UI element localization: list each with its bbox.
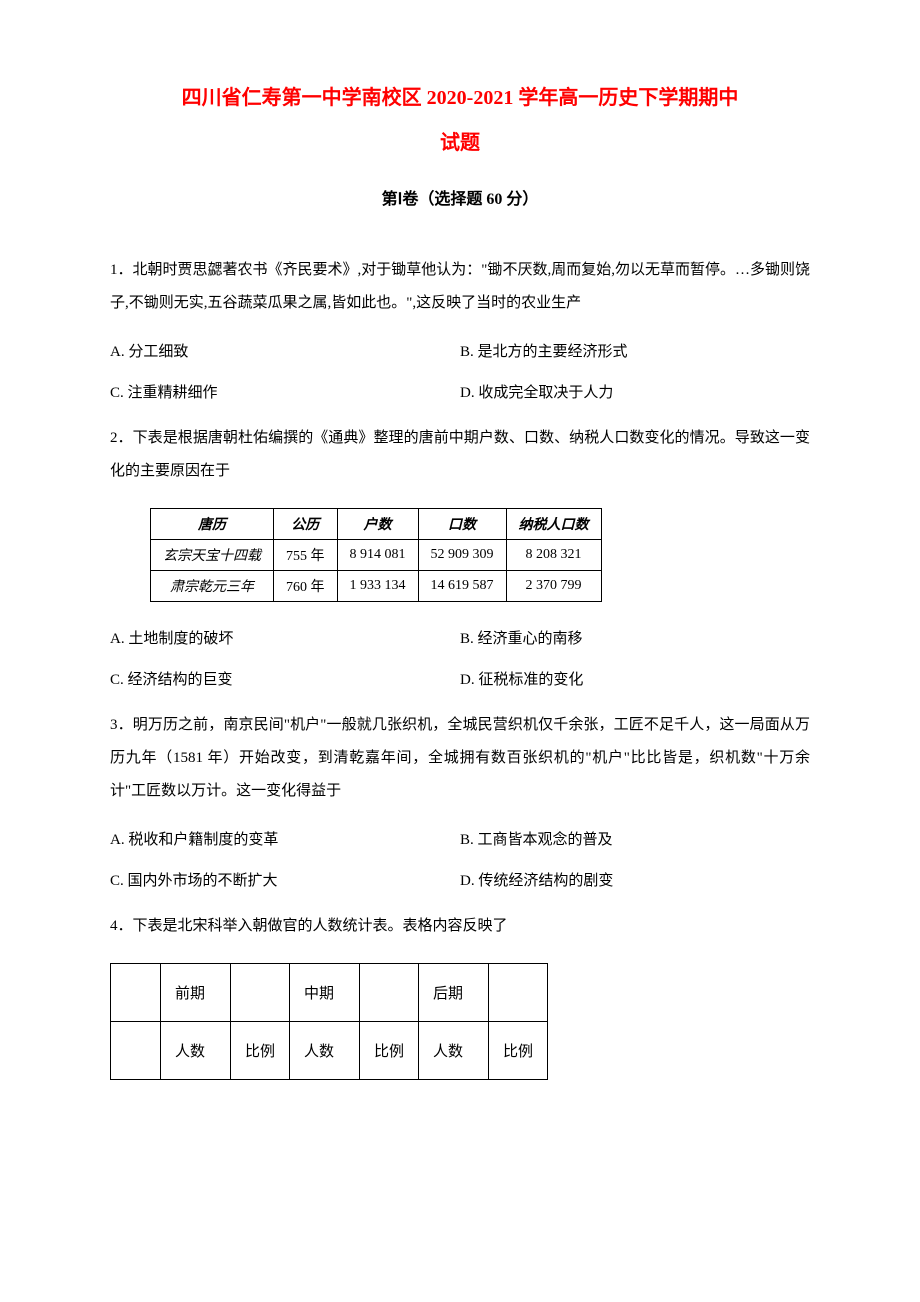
table-cell: 2 370 799 (506, 571, 601, 602)
question-3-text: 3．明万历之前，南京民间"机户"一般就几张织机，全城民营织机仅千余张，工匠不足千… (110, 709, 810, 808)
option-2a: A. 土地制度的破坏 (110, 627, 460, 648)
option-2b: B. 经济重心的南移 (460, 627, 810, 648)
option-2d: D. 征税标准的变化 (460, 668, 810, 689)
table-row: 玄宗天宝十四载 755 年 8 914 081 52 909 309 8 208… (151, 540, 602, 571)
table-row: 前期 中期 后期 (111, 964, 548, 1022)
document-title-line2: 试题 (110, 126, 810, 155)
table-cell: 755 年 (274, 540, 338, 571)
question-2-text: 2．下表是根据唐朝杜佑编撰的《通典》整理的唐前中期户数、口数、纳税人口数变化的情… (110, 422, 810, 488)
table-cell: 1 933 134 (337, 571, 418, 602)
document-title-line1: 四川省仁寿第一中学南校区 2020-2021 学年高一历史下学期期中 (110, 80, 810, 116)
table-cell: 8 914 081 (337, 540, 418, 571)
question-2-options-row1: A. 土地制度的破坏 B. 经济重心的南移 (110, 627, 810, 648)
option-3d: D. 传统经济结构的剧变 (460, 869, 810, 890)
option-1c: C. 注重精耕细作 (110, 381, 460, 402)
table-cell: 人数 (290, 1022, 360, 1080)
option-3a: A. 税收和户籍制度的变革 (110, 828, 460, 849)
table-cell: 肃宗乾元三年 (151, 571, 274, 602)
question-3-options-row1: A. 税收和户籍制度的变革 B. 工商皆本观念的普及 (110, 828, 810, 849)
option-1d: D. 收成完全取决于人力 (460, 381, 810, 402)
question-1-options-row2: C. 注重精耕细作 D. 收成完全取决于人力 (110, 381, 810, 402)
table-cell: 比例 (489, 1022, 548, 1080)
table-header-row: 唐历 公历 户数 口数 纳税人口数 (151, 509, 602, 540)
option-3c: C. 国内外市场的不断扩大 (110, 869, 460, 890)
table-header-cell: 公历 (274, 509, 338, 540)
question-2-options-row2: C. 经济结构的巨变 D. 征税标准的变化 (110, 668, 810, 689)
table-cell: 比例 (231, 1022, 290, 1080)
table-row: 肃宗乾元三年 760 年 1 933 134 14 619 587 2 370 … (151, 571, 602, 602)
table-cell (111, 1022, 161, 1080)
table-cell (360, 964, 419, 1022)
table-cell: 前期 (161, 964, 231, 1022)
option-3b: B. 工商皆本观念的普及 (460, 828, 810, 849)
table-header-cell: 户数 (337, 509, 418, 540)
table-cell: 人数 (161, 1022, 231, 1080)
table-header-cell: 纳税人口数 (506, 509, 601, 540)
table-cell: 52 909 309 (418, 540, 506, 571)
table-header-cell: 口数 (418, 509, 506, 540)
table-cell: 760 年 (274, 571, 338, 602)
table-cell: 人数 (419, 1022, 489, 1080)
table-cell: 比例 (360, 1022, 419, 1080)
option-1b: B. 是北方的主要经济形式 (460, 340, 810, 361)
tang-population-table: 唐历 公历 户数 口数 纳税人口数 玄宗天宝十四载 755 年 8 914 08… (150, 508, 602, 602)
question-3-options-row2: C. 国内外市场的不断扩大 D. 传统经济结构的剧变 (110, 869, 810, 890)
table-cell: 8 208 321 (506, 540, 601, 571)
question-1-options-row1: A. 分工细致 B. 是北方的主要经济形式 (110, 340, 810, 361)
song-officials-table: 前期 中期 后期 人数 比例 人数 比例 人数 比例 (110, 963, 548, 1080)
table-header-cell: 唐历 (151, 509, 274, 540)
table-row: 人数 比例 人数 比例 人数 比例 (111, 1022, 548, 1080)
section-header: 第Ⅰ卷（选择题 60 分） (110, 185, 810, 209)
table-cell (111, 964, 161, 1022)
table-cell: 中期 (290, 964, 360, 1022)
table-cell: 玄宗天宝十四载 (151, 540, 274, 571)
table-cell: 14 619 587 (418, 571, 506, 602)
option-1a: A. 分工细致 (110, 340, 460, 361)
question-1-text: 1．北朝时贾思勰著农书《齐民要术》,对于锄草他认为："锄不厌数,周而复始,勿以无… (110, 254, 810, 320)
table-cell: 后期 (419, 964, 489, 1022)
option-2c: C. 经济结构的巨变 (110, 668, 460, 689)
question-4-text: 4．下表是北宋科举入朝做官的人数统计表。表格内容反映了 (110, 910, 810, 943)
table-cell (231, 964, 290, 1022)
table-cell (489, 964, 548, 1022)
